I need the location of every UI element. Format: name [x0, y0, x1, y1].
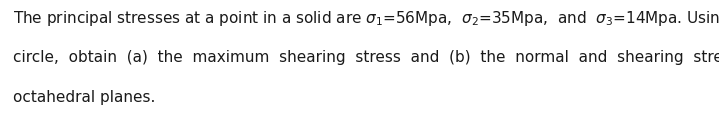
Text: octahedral planes.: octahedral planes.: [13, 90, 155, 105]
Text: circle,  obtain  (a)  the  maximum  shearing  stress  and  (b)  the  normal  and: circle, obtain (a) the maximum shearing …: [13, 49, 719, 64]
Text: The principal stresses at a point in a solid are $\sigma_1$=56Mpa,  $\sigma_2$=3: The principal stresses at a point in a s…: [13, 9, 719, 28]
